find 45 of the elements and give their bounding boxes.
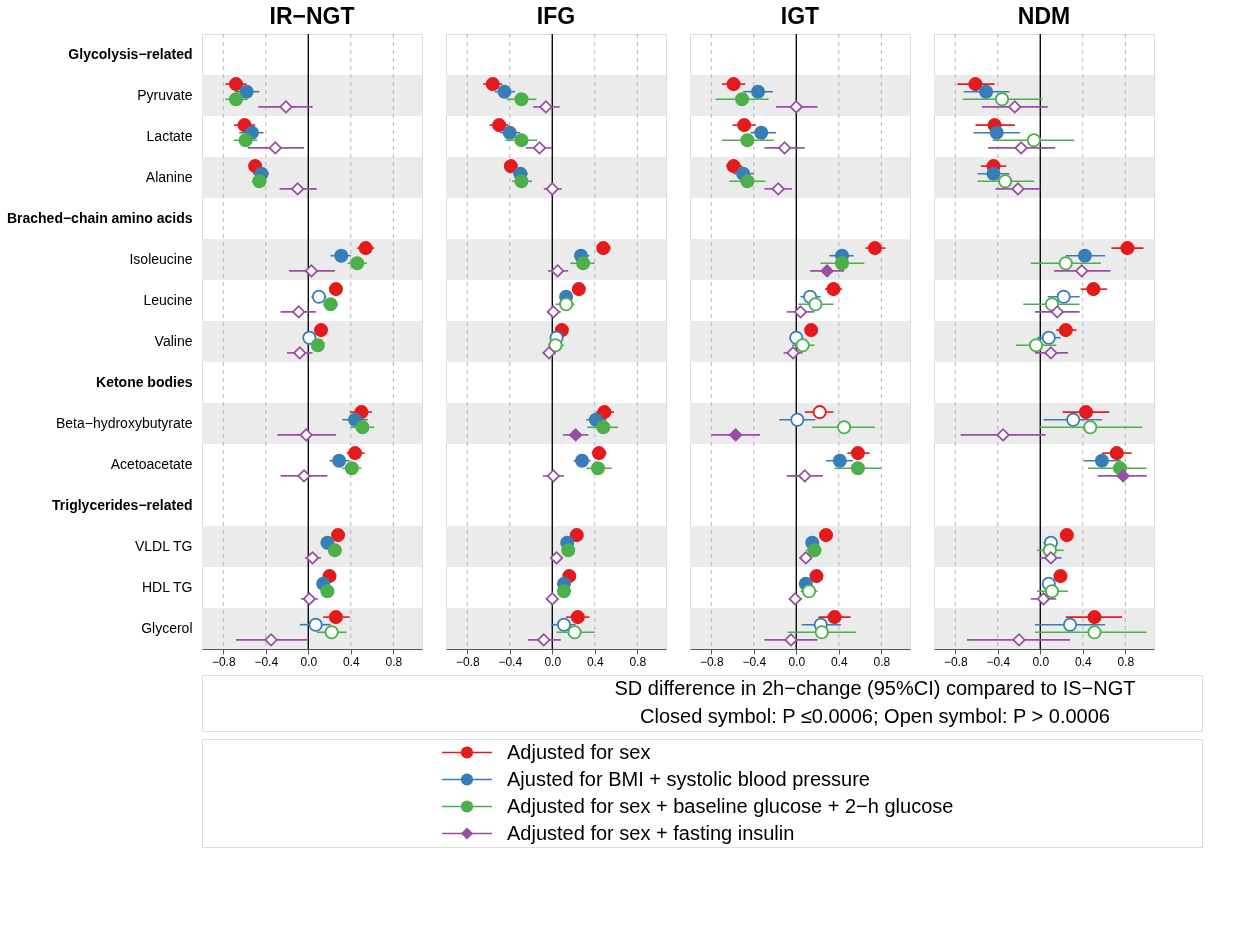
y-tick-label: Beta−hydroxybutyrate (55, 414, 193, 431)
x-tick-label: −0.4 (254, 654, 279, 669)
y-tick-label: VLDL TG (134, 537, 193, 554)
legend-label: Adjusted for sex + fasting insulin (507, 821, 795, 844)
legend-label: Adjusted for sex + baseline glucose + 2−h glucose (507, 794, 954, 817)
x-tick-label: −0.8 (943, 654, 968, 669)
x-tick-label: 0.4 (1074, 654, 1092, 669)
y-tick-label: Leucine (143, 291, 193, 308)
y-tick-label: Glycerol (141, 619, 193, 636)
text: SD difference in 2h−change (95%CI) compared to IS−NGT (614, 677, 1136, 699)
y-tick-label: Ketone bodies (96, 373, 193, 390)
chart-title: IR−NGT (269, 3, 355, 30)
x-tick-label: 0.4 (342, 654, 360, 669)
y-tick-label: Triglycerides−related (52, 496, 193, 513)
x-tick-label: −0.8 (455, 654, 480, 669)
chart-title: NDM (1017, 3, 1071, 30)
x-tick-label: 0.8 (385, 654, 403, 669)
chart-title: IGT (780, 3, 820, 30)
y-tick-label: Valine (154, 332, 193, 349)
y-tick-label: Glycolysis−related (68, 45, 193, 62)
x-tick-label: −0.8 (699, 654, 724, 669)
x-tick-label: 0.8 (873, 654, 891, 669)
x-tick-label: 0.0 (544, 654, 562, 669)
y-tick-label: Alanine (145, 168, 193, 185)
x-tick-label: 0.0 (300, 654, 318, 669)
y-tick-label: HDL TG (141, 578, 193, 595)
text: Closed symbol: P ≤0.0006; Open symbol: P > 0.0006 (640, 705, 1110, 727)
chart-title: IFG (536, 3, 576, 30)
y-tick-label: Acetoacetate (110, 455, 193, 472)
x-tick-label: −0.4 (742, 654, 767, 669)
y-tick-label: Brached−chain amino acids (6, 209, 193, 226)
legend-label: Adjusted for sex (507, 740, 651, 763)
x-tick-label: 0.8 (629, 654, 647, 669)
legend-label: Ajusted for BMI + systolic blood pressure (507, 767, 870, 790)
x-tick-label: 0.4 (586, 654, 604, 669)
x-tick-label: −0.4 (986, 654, 1011, 669)
x-tick-label: 0.0 (1032, 654, 1050, 669)
y-tick-label: Pyruvate (137, 86, 193, 103)
y-tick-label: Lactate (146, 127, 193, 144)
x-tick-label: −0.8 (211, 654, 236, 669)
x-tick-label: −0.4 (498, 654, 523, 669)
y-tick-label: Isoleucine (129, 250, 193, 267)
x-tick-label: 0.4 (830, 654, 848, 669)
x-tick-label: 0.0 (788, 654, 806, 669)
x-tick-label: 0.8 (1117, 654, 1135, 669)
